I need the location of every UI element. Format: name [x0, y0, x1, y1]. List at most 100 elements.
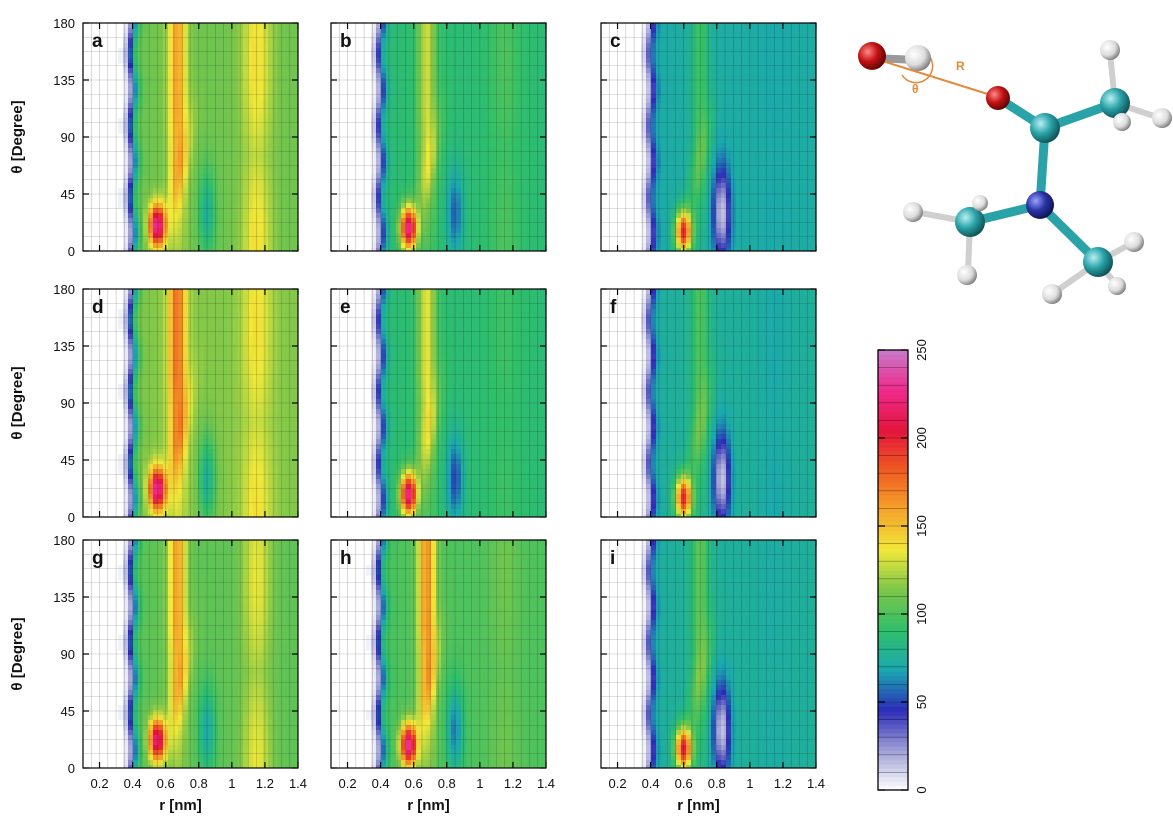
heatmap-cell: [213, 188, 219, 194]
heatmap-cell: [716, 53, 722, 59]
heatmap-cell: [806, 33, 812, 39]
heatmap-cell: [268, 153, 274, 159]
heatmap-cell: [761, 173, 767, 179]
heatmap-cell: [756, 33, 762, 39]
heatmap-cell: [531, 148, 537, 154]
heatmap-cell: [516, 218, 522, 224]
heatmap-cell: [791, 108, 797, 114]
heatmap-cell: [268, 228, 274, 234]
heatmap-cell: [741, 28, 747, 34]
heatmap-cell: [208, 238, 214, 244]
heatmap-cell: [273, 158, 279, 164]
heatmap-cell: [376, 113, 382, 119]
heatmap-cell: [446, 213, 452, 219]
heatmap-cell: [213, 78, 219, 84]
heatmap-cell: [133, 198, 139, 204]
heatmap-cell: [796, 123, 802, 129]
heatmap-cell: [288, 208, 294, 214]
heatmap-cell: [243, 98, 249, 104]
heatmap-cell: [163, 143, 169, 149]
heatmap-cell: [486, 48, 492, 54]
heatmap-cell: [278, 43, 284, 49]
heatmap-cell: [526, 83, 532, 89]
heatmap-cell: [446, 158, 452, 164]
heatmap-cell: [143, 63, 149, 69]
heatmap-cell: [213, 173, 219, 179]
heatmap-cell: [651, 208, 657, 214]
heatmap-cell: [746, 68, 752, 74]
heatmap-cell: [133, 53, 139, 59]
heatmap-cell: [486, 223, 492, 229]
heatmap-cell: [666, 133, 672, 139]
heatmap-cell: [198, 53, 204, 59]
heatmap-cell: [461, 228, 467, 234]
heatmap-cell: [776, 188, 782, 194]
heatmap-cell: [771, 138, 777, 144]
heatmap-cell: [771, 188, 777, 194]
heatmap-cell: [143, 78, 149, 84]
heatmap-cell: [268, 193, 274, 199]
heatmap-cell: [726, 88, 732, 94]
heatmap-cell: [258, 113, 264, 119]
heatmap-cell: [656, 158, 662, 164]
heatmap-cell: [771, 173, 777, 179]
heatmap-cell: [386, 208, 392, 214]
heatmap-cell: [541, 103, 546, 109]
heatmap-cell: [481, 88, 487, 94]
heatmap-cell: [138, 113, 144, 119]
heatmap-cell: [686, 93, 692, 99]
heatmap-cell: [806, 143, 812, 149]
heatmap-cell: [751, 93, 757, 99]
heatmap-cell: [536, 213, 542, 219]
heatmap-cell: [681, 58, 687, 64]
heatmap-cell: [776, 88, 782, 94]
heatmap-cell: [386, 233, 392, 239]
heatmap-cell: [381, 98, 387, 104]
heatmap-cell: [411, 123, 417, 129]
heatmap-cell: [288, 88, 294, 94]
heatmap-cell: [661, 188, 667, 194]
heatmap-cell: [203, 68, 209, 74]
heatmap-cell: [531, 63, 537, 69]
heatmap-cell: [711, 63, 717, 69]
heatmap-cell: [416, 133, 422, 139]
heatmap-cell: [436, 218, 442, 224]
heatmap-cell: [133, 103, 139, 109]
heatmap-cell: [651, 148, 657, 154]
heatmap-cell: [436, 63, 442, 69]
heatmap-cell: [676, 53, 682, 59]
heatmap-cell: [476, 93, 482, 99]
heatmap-cell: [411, 148, 417, 154]
heatmap-cell: [213, 113, 219, 119]
heatmap-cell: [138, 168, 144, 174]
heatmap-cell: [651, 63, 657, 69]
heatmap-cell: [446, 63, 452, 69]
heatmap-cell: [153, 198, 159, 204]
heatmap-cell: [531, 183, 537, 189]
heatmap-cell: [731, 133, 737, 139]
heatmap-cell: [441, 168, 447, 174]
heatmap-cell: [466, 248, 472, 251]
heatmap-cell: [791, 68, 797, 74]
heatmap-cell: [661, 118, 667, 124]
heatmap-cell: [521, 178, 527, 184]
heatmap-cell: [661, 238, 667, 244]
heatmap-cell: [233, 103, 239, 109]
heatmap-cell: [781, 68, 787, 74]
heatmap-cell: [153, 23, 159, 29]
heatmap-cell: [761, 208, 767, 214]
heatmap-cell: [386, 158, 392, 164]
heatmap-cell: [686, 23, 692, 29]
heatmap-cell: [501, 58, 507, 64]
heatmap-cell: [416, 223, 422, 229]
heatmap-cell: [183, 158, 189, 164]
heatmap-cell: [178, 93, 184, 99]
heatmap-cell: [466, 173, 472, 179]
heatmap-cell: [293, 68, 298, 74]
heatmap-cell: [396, 73, 402, 79]
heatmap-cell: [466, 213, 472, 219]
heatmap-cell: [283, 163, 289, 169]
heatmap-cell: [233, 28, 239, 34]
heatmap-cell: [771, 43, 777, 49]
heatmap-cell: [751, 193, 757, 199]
